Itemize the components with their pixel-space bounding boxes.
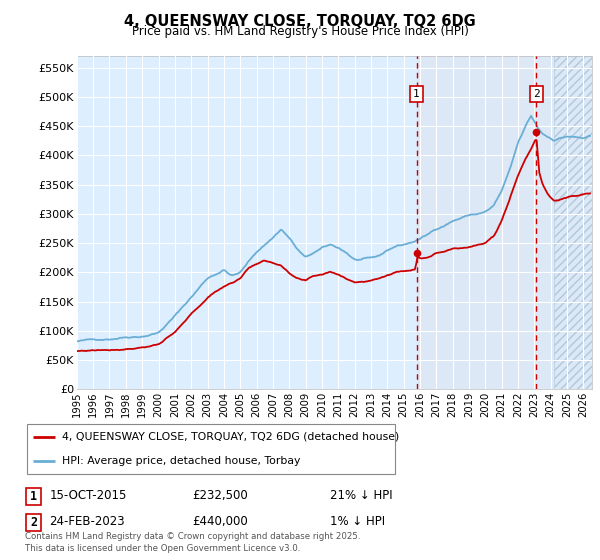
FancyBboxPatch shape — [27, 424, 395, 474]
Text: 24-FEB-2023: 24-FEB-2023 — [49, 515, 125, 529]
Text: 1% ↓ HPI: 1% ↓ HPI — [330, 515, 385, 529]
Text: Price paid vs. HM Land Registry's House Price Index (HPI): Price paid vs. HM Land Registry's House … — [131, 25, 469, 38]
Text: HPI: Average price, detached house, Torbay: HPI: Average price, detached house, Torb… — [62, 456, 301, 466]
Text: £232,500: £232,500 — [192, 489, 248, 502]
Text: Contains HM Land Registry data © Crown copyright and database right 2025.
This d: Contains HM Land Registry data © Crown c… — [25, 533, 361, 553]
FancyBboxPatch shape — [26, 514, 41, 531]
Text: 2: 2 — [533, 89, 540, 99]
Text: 2: 2 — [30, 516, 37, 529]
FancyBboxPatch shape — [26, 488, 41, 505]
Text: 4, QUEENSWAY CLOSE, TORQUAY, TQ2 6DG (detached house): 4, QUEENSWAY CLOSE, TORQUAY, TQ2 6DG (de… — [62, 432, 400, 442]
Bar — [416, 56, 554, 389]
Text: 4, QUEENSWAY CLOSE, TORQUAY, TQ2 6DG: 4, QUEENSWAY CLOSE, TORQUAY, TQ2 6DG — [124, 14, 476, 29]
Bar — [554, 56, 592, 389]
Text: 15-OCT-2015: 15-OCT-2015 — [49, 489, 127, 502]
Text: 1: 1 — [30, 489, 37, 503]
Bar — [554, 56, 592, 389]
Text: £440,000: £440,000 — [192, 515, 248, 529]
Text: 1: 1 — [413, 89, 420, 99]
Text: 21% ↓ HPI: 21% ↓ HPI — [330, 489, 392, 502]
